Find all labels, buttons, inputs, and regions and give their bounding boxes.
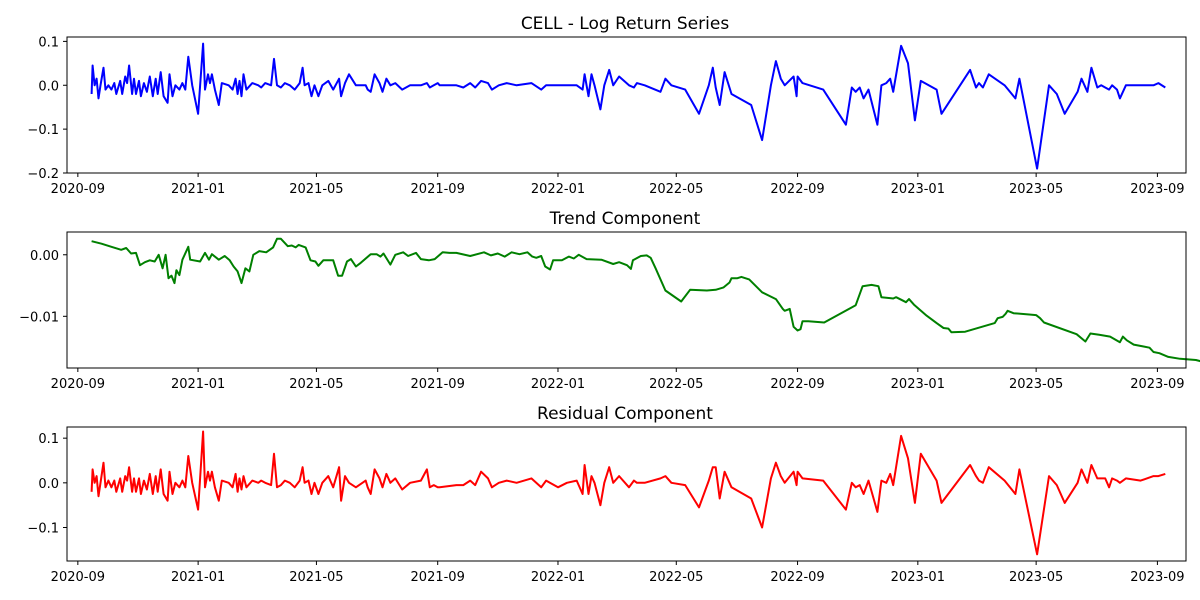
subplot-residual: Residual Component 0.1 0.0 −0.1 2020-09 2021… bbox=[27, 404, 1187, 585]
series-line bbox=[90, 430, 1166, 556]
x-tick-label: 2020-09 bbox=[51, 182, 105, 197]
series-line bbox=[91, 237, 1200, 363]
x-tick-label: 2023-09 bbox=[1130, 182, 1184, 197]
y-tick-label: −0.2 bbox=[27, 167, 59, 182]
x-tick-label: 2021-01 bbox=[171, 570, 225, 585]
x-tick-label: 2023-01 bbox=[891, 377, 945, 392]
x-tick-label: 2020-09 bbox=[51, 377, 105, 392]
x-tick-label: 2022-09 bbox=[770, 182, 824, 197]
x-tick-label: 2022-01 bbox=[531, 570, 585, 585]
x-tick-label: 2021-09 bbox=[411, 182, 465, 197]
x-tick-label: 2020-09 bbox=[51, 570, 105, 585]
x-tick-label: 2022-05 bbox=[649, 570, 703, 585]
subplot-title: CELL - Log Return Series bbox=[521, 14, 730, 34]
x-tick-label: 2023-01 bbox=[891, 182, 945, 197]
axes-frame bbox=[66, 36, 1187, 174]
x-tick-label: 2022-01 bbox=[531, 377, 585, 392]
x-tick-label: 2023-09 bbox=[1130, 570, 1184, 585]
x-tick-label: 2021-09 bbox=[411, 570, 465, 585]
x-tick-label: 2023-01 bbox=[891, 570, 945, 585]
x-tick-label: 2021-09 bbox=[411, 377, 465, 392]
series-line bbox=[90, 42, 1166, 170]
x-tick-label: 2022-01 bbox=[531, 182, 585, 197]
y-tick-label: 0.1 bbox=[38, 432, 59, 447]
y-tick-label: 0.00 bbox=[30, 249, 59, 264]
x-tick-label: 2022-09 bbox=[770, 377, 824, 392]
y-tick-label: −0.01 bbox=[19, 310, 59, 325]
x-tick-label: 2022-05 bbox=[649, 377, 703, 392]
x-tick-label: 2023-09 bbox=[1130, 377, 1184, 392]
x-tick-label: 2021-01 bbox=[171, 182, 225, 197]
x-tick-label: 2021-05 bbox=[289, 570, 343, 585]
subplot-title: Residual Component bbox=[537, 404, 713, 424]
y-tick-label: −0.1 bbox=[27, 123, 59, 138]
subplot-title: Trend Component bbox=[549, 209, 701, 229]
x-tick-label: 2021-05 bbox=[289, 182, 343, 197]
x-tick-label: 2023-05 bbox=[1009, 377, 1063, 392]
y-tick-label: −0.1 bbox=[27, 522, 59, 537]
y-tick-label: 0.0 bbox=[38, 79, 59, 94]
axes-frame bbox=[66, 231, 1187, 369]
subplot-trend: Trend Component 0.00 −0.01 2020-09 2021-01 2… bbox=[19, 209, 1200, 392]
x-tick-label: 2023-05 bbox=[1009, 182, 1063, 197]
x-tick-label: 2022-09 bbox=[770, 570, 824, 585]
subplot-log-return: CELL - Log Return Series 0.10.0−0.1−0.22… bbox=[27, 14, 1187, 197]
x-tick-label: 2021-05 bbox=[289, 377, 343, 392]
y-tick-label: 0.1 bbox=[38, 35, 59, 50]
x-tick-label: 2021-01 bbox=[171, 377, 225, 392]
axes-frame bbox=[66, 426, 1187, 562]
x-tick-label: 2022-05 bbox=[649, 182, 703, 197]
y-tick-label: 0.0 bbox=[38, 477, 59, 492]
x-tick-label: 2023-05 bbox=[1009, 570, 1063, 585]
